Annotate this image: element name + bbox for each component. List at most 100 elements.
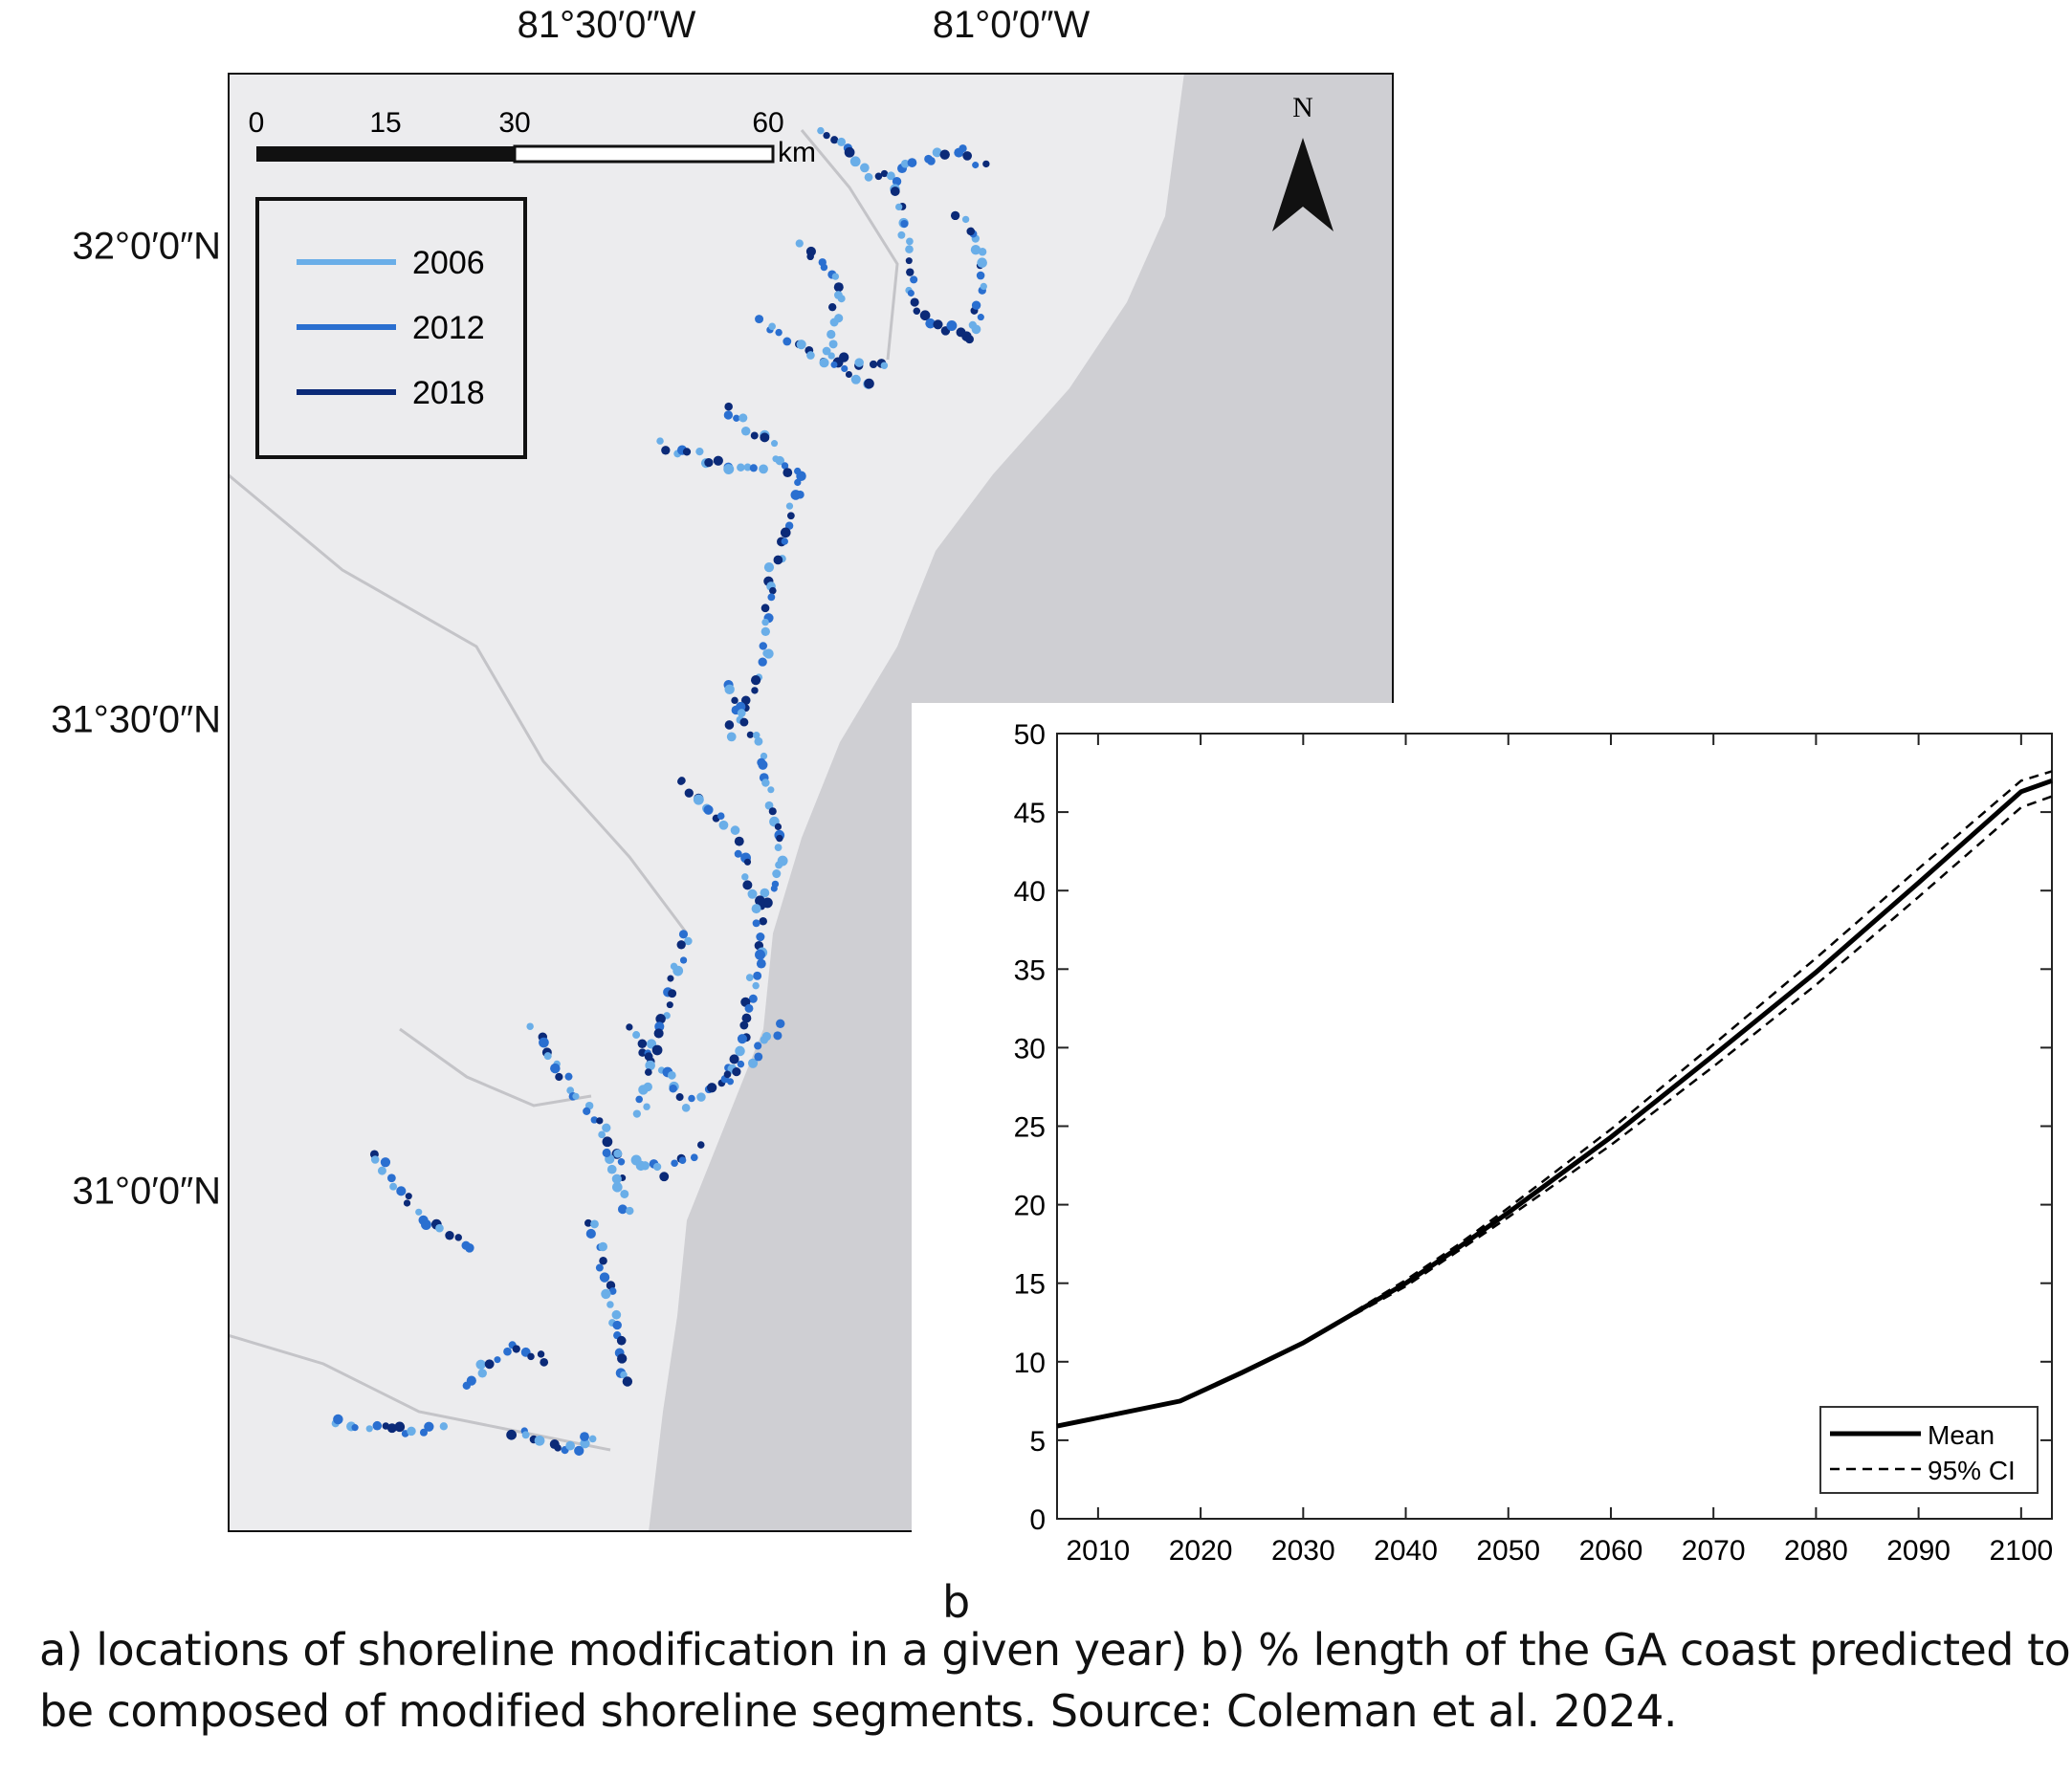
- modification-dot: [651, 1044, 663, 1056]
- modification-dot: [435, 1223, 444, 1233]
- modification-dot: [439, 1422, 449, 1431]
- modification-dot: [396, 1186, 407, 1196]
- lon-label: 81°30′0″W: [517, 4, 696, 46]
- modification-dot: [640, 1161, 650, 1171]
- modification-dot: [616, 1335, 627, 1346]
- scale-tick: 30: [498, 107, 530, 139]
- modification-dot: [503, 1347, 512, 1356]
- modification-dot: [403, 1199, 411, 1207]
- modification-dot: [754, 736, 763, 746]
- modification-dot: [684, 788, 694, 798]
- modification-dot: [750, 675, 761, 686]
- modification-dot: [959, 144, 967, 153]
- x-tick-label: 2090: [1886, 1535, 1951, 1567]
- modification-dot: [377, 1166, 386, 1175]
- modification-dot: [622, 1376, 633, 1387]
- modification-dot: [925, 318, 936, 329]
- modification-dot: [982, 160, 990, 168]
- y-tick-label: 40: [1014, 876, 1046, 908]
- modification-dot: [784, 521, 794, 530]
- modification-dot: [907, 289, 915, 297]
- modification-dot: [608, 1287, 617, 1295]
- x-tick-label: 2080: [1784, 1535, 1848, 1567]
- modification-dot: [652, 1162, 662, 1172]
- modification-dot: [966, 227, 975, 236]
- modification-dot: [794, 467, 802, 475]
- modification-dot: [743, 463, 752, 472]
- modification-dot: [756, 932, 765, 942]
- modification-dot: [565, 1440, 576, 1451]
- modification-dot: [668, 989, 677, 998]
- modification-dot: [475, 1359, 486, 1370]
- modification-dot: [732, 1067, 741, 1077]
- modification-dot: [526, 1022, 534, 1030]
- modification-dot: [755, 895, 765, 907]
- modification-dot: [905, 245, 914, 253]
- modification-dot: [772, 869, 782, 879]
- modification-dot: [740, 695, 751, 706]
- modification-dot: [780, 527, 791, 538]
- modification-dot: [837, 295, 846, 303]
- modification-dot: [696, 1141, 705, 1149]
- x-tick-label: 2100: [1989, 1535, 2053, 1567]
- modification-dot: [580, 1438, 590, 1449]
- x-tick-label: 2060: [1579, 1535, 1643, 1567]
- modification-dot: [585, 1228, 596, 1240]
- y-tick-label: 0: [1029, 1504, 1046, 1536]
- modification-dot: [606, 1301, 614, 1308]
- modification-dot: [679, 956, 688, 964]
- map-legend: 2006 2012 2018: [255, 197, 527, 459]
- modification-dot: [790, 490, 802, 500]
- modification-dot: [754, 1042, 762, 1050]
- modification-dot: [752, 919, 760, 928]
- modification-dot: [759, 916, 767, 926]
- modification-dot: [723, 410, 734, 420]
- modification-dot: [822, 346, 831, 356]
- modification-dot: [919, 310, 931, 321]
- y-tick-label: 35: [1014, 954, 1046, 986]
- modification-dot: [534, 1435, 545, 1446]
- modification-dot: [759, 464, 768, 474]
- lat-label: 32°0′0″N: [72, 225, 221, 268]
- modification-dot: [756, 958, 766, 969]
- y-tick-label: 45: [1014, 798, 1046, 829]
- modification-dot: [760, 626, 770, 637]
- modification-dot: [617, 1158, 626, 1166]
- modification-dot: [466, 1375, 476, 1386]
- modification-dot: [823, 131, 830, 140]
- modification-dot: [596, 1117, 604, 1125]
- modification-dot: [841, 364, 849, 373]
- modification-dot: [746, 731, 754, 738]
- modification-dot: [785, 502, 794, 510]
- modification-dot: [771, 440, 779, 448]
- modification-dot: [445, 1231, 454, 1240]
- modification-dot: [620, 1189, 629, 1198]
- modification-dot: [750, 431, 759, 440]
- ci-line: [1354, 795, 2053, 1316]
- modification-dot: [617, 1353, 628, 1364]
- modification-dot: [584, 1218, 592, 1227]
- modification-dots: [331, 126, 990, 1457]
- modification-dot: [703, 804, 714, 815]
- modification-dot: [749, 464, 758, 472]
- modification-dot: [906, 237, 914, 246]
- modification-dot: [742, 880, 753, 890]
- modification-dot: [684, 936, 693, 946]
- modification-dot: [768, 322, 776, 331]
- modification-dot: [907, 158, 917, 167]
- modification-dot: [693, 794, 704, 805]
- modification-dot: [555, 1072, 563, 1082]
- modification-dot: [424, 1421, 434, 1432]
- modification-dot: [833, 282, 844, 293]
- modification-dot: [965, 335, 974, 344]
- modification-dot: [820, 263, 828, 272]
- modification-dot: [635, 1095, 643, 1104]
- modification-dot: [739, 717, 749, 727]
- modification-dot: [539, 1037, 549, 1048]
- modification-dot: [611, 1309, 622, 1320]
- modification-dot: [671, 1159, 678, 1168]
- scale-tick: 0: [249, 107, 265, 139]
- modification-dot: [970, 244, 981, 255]
- modification-dot: [770, 885, 778, 892]
- modification-dot: [602, 1136, 613, 1148]
